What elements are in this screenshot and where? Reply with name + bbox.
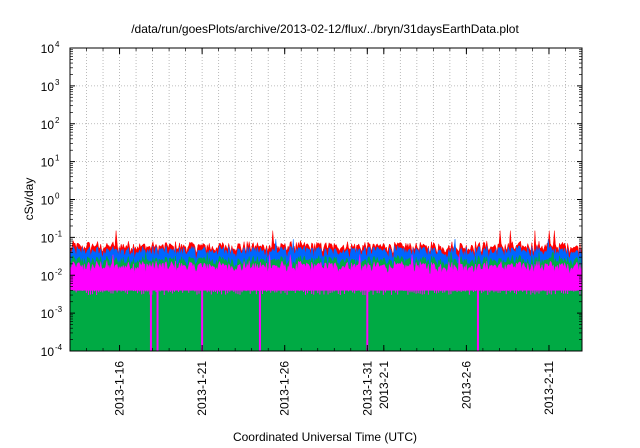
y-tick-exponent: -3: [55, 305, 63, 314]
y-tick-base: 10: [41, 345, 55, 359]
y-tick-exponent: 4: [55, 40, 60, 49]
y-tick-base: 10: [41, 80, 55, 94]
y-tick-base: 10: [41, 118, 55, 132]
series-area: [69, 254, 583, 291]
x-tick-label: 2013-2-6: [459, 361, 473, 409]
y-tick-exponent: 1: [55, 154, 60, 163]
y-tick-exponent: -1: [55, 229, 63, 238]
y-tick-label: 10 1: [41, 154, 60, 170]
y-tick-base: 10: [41, 231, 55, 245]
y-tick-exponent: 2: [55, 116, 60, 125]
y-tick-base: 10: [41, 194, 55, 208]
y-tick-base: 10: [41, 269, 55, 283]
y-tick-label: 10 4: [41, 40, 60, 56]
y-tick-base: 10: [41, 42, 55, 56]
y-tick-exponent: -4: [55, 343, 63, 352]
y-tick-label: 10 3: [41, 78, 60, 94]
x-tick-label: 2013-1-21: [195, 361, 209, 416]
y-tick-exponent: 3: [55, 78, 60, 87]
y-tick-label: 10 0: [41, 192, 60, 208]
x-axis-label: Coordinated Universal Time (UTC): [233, 430, 417, 444]
x-tick-label: 2013-1-31: [360, 361, 374, 416]
y-tick-exponent: 0: [55, 192, 60, 201]
plot-area: [69, 230, 583, 352]
y-tick-label: 10 -2: [41, 267, 63, 283]
y-tick-label: 10 -1: [41, 229, 63, 245]
y-tick-label: 10 2: [41, 116, 60, 132]
y-tick-label: 10 -4: [41, 343, 63, 359]
y-tick-exponent: -2: [55, 267, 63, 276]
y-tick-base: 10: [41, 156, 55, 170]
x-tick-label: 2013-2-11: [542, 361, 556, 415]
x-tick-label: 2013-2-1: [377, 361, 391, 409]
y-tick-base: 10: [41, 307, 55, 321]
chart-title: /data/run/goesPlots/archive/2013-02-12/f…: [131, 22, 519, 36]
y-axis-label: cSv/day: [22, 178, 36, 221]
x-tick-label: 2013-1-26: [278, 361, 292, 416]
x-axis: 2013-1-16 2013-1-21 2013-1-26 2013-1-31 2013…: [86, 48, 566, 416]
y-tick-label: 10 -3: [41, 305, 63, 321]
x-tick-label: 2013-1-16: [113, 361, 127, 416]
